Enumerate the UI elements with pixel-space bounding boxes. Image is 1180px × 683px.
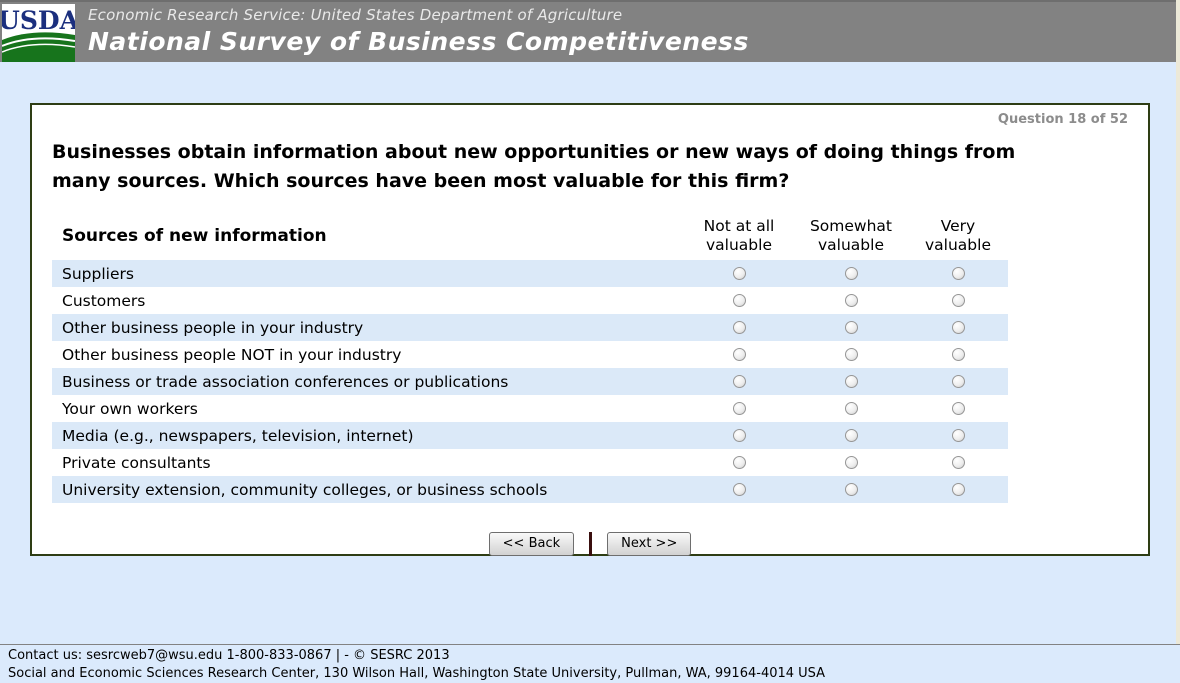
button-divider bbox=[589, 532, 593, 556]
row-label: Other business people in your industry bbox=[62, 318, 364, 337]
row-label: Your own workers bbox=[62, 399, 198, 418]
column-header-somewhat: Somewhat valuable bbox=[809, 217, 893, 254]
radio-option[interactable] bbox=[951, 375, 965, 388]
footer-address-line: Social and Economic Sciences Research Ce… bbox=[8, 666, 826, 681]
question-panel: Question 18 of 52 Businesses obtain info… bbox=[30, 103, 1150, 556]
radio-option[interactable] bbox=[732, 429, 746, 442]
radio-option[interactable] bbox=[732, 483, 746, 496]
agency-line: Economic Research Service: United States… bbox=[88, 6, 623, 24]
back-button[interactable]: << Back bbox=[488, 532, 575, 556]
table-row: Media (e.g., newspapers, television, int… bbox=[52, 422, 1008, 449]
row-label: University extension, community colleges… bbox=[62, 480, 548, 499]
radio-option[interactable] bbox=[951, 348, 965, 361]
radio-option[interactable] bbox=[951, 429, 965, 442]
radio-option[interactable] bbox=[732, 456, 746, 469]
svg-text:USDA: USDA bbox=[2, 6, 75, 35]
survey-title: National Survey of Business Competitiven… bbox=[88, 27, 749, 56]
table-row: Private consultants bbox=[52, 449, 1008, 476]
radio-option[interactable] bbox=[732, 267, 746, 280]
footer: Contact us: sesrcweb7@wsu.edu 1-800-833-… bbox=[0, 644, 1180, 682]
header-banner: USDA Economic Research Service: United S… bbox=[0, 0, 1180, 62]
radio-option[interactable] bbox=[844, 321, 858, 334]
nav-button-row: << Back Next >> bbox=[32, 532, 1148, 556]
radio-option[interactable] bbox=[951, 483, 965, 496]
column-header-very: Very valuable bbox=[925, 217, 991, 254]
radio-option[interactable] bbox=[844, 429, 858, 442]
matrix-header-row: Sources of new information Not at all va… bbox=[52, 212, 1008, 260]
question-text: Businesses obtain information about new … bbox=[52, 141, 1016, 192]
next-button[interactable]: Next >> bbox=[607, 532, 692, 556]
footer-contact-line: Contact us: sesrcweb7@wsu.edu 1-800-833-… bbox=[8, 648, 450, 663]
radio-option[interactable] bbox=[732, 375, 746, 388]
radio-option[interactable] bbox=[732, 348, 746, 361]
radio-option[interactable] bbox=[732, 321, 746, 334]
table-row: Other business people NOT in your indust… bbox=[52, 341, 1008, 368]
usda-logo: USDA bbox=[2, 4, 75, 62]
radio-option[interactable] bbox=[844, 294, 858, 307]
radio-option[interactable] bbox=[951, 321, 965, 334]
table-row: Other business people in your industry bbox=[52, 314, 1008, 341]
row-label: Media (e.g., newspapers, television, int… bbox=[62, 426, 414, 445]
radio-option[interactable] bbox=[844, 267, 858, 280]
question-progress: Question 18 of 52 bbox=[997, 112, 1128, 127]
table-row: Your own workers bbox=[52, 395, 1008, 422]
radio-option[interactable] bbox=[732, 402, 746, 415]
row-label: Other business people NOT in your indust… bbox=[62, 345, 402, 364]
radio-option[interactable] bbox=[844, 348, 858, 361]
radio-option[interactable] bbox=[951, 456, 965, 469]
radio-option[interactable] bbox=[844, 483, 858, 496]
table-row: Customers bbox=[52, 287, 1008, 314]
answer-matrix: Sources of new information Not at all va… bbox=[52, 212, 1008, 503]
table-row: Suppliers bbox=[52, 260, 1008, 287]
row-label: Business or trade association conference… bbox=[62, 372, 509, 391]
row-label: Customers bbox=[62, 291, 146, 310]
radio-option[interactable] bbox=[951, 294, 965, 307]
table-row: Business or trade association conference… bbox=[52, 368, 1008, 395]
column-header-not-at-all: Not at all valuable bbox=[703, 217, 775, 254]
radio-option[interactable] bbox=[732, 294, 746, 307]
window-edge bbox=[1176, 0, 1180, 682]
radio-option[interactable] bbox=[951, 402, 965, 415]
radio-option[interactable] bbox=[844, 402, 858, 415]
row-label: Private consultants bbox=[62, 453, 211, 472]
row-label: Suppliers bbox=[62, 264, 134, 283]
radio-option[interactable] bbox=[844, 456, 858, 469]
radio-option[interactable] bbox=[844, 375, 858, 388]
table-row: University extension, community colleges… bbox=[52, 476, 1008, 503]
radio-option[interactable] bbox=[951, 267, 965, 280]
matrix-header-label: Sources of new information bbox=[62, 226, 327, 246]
